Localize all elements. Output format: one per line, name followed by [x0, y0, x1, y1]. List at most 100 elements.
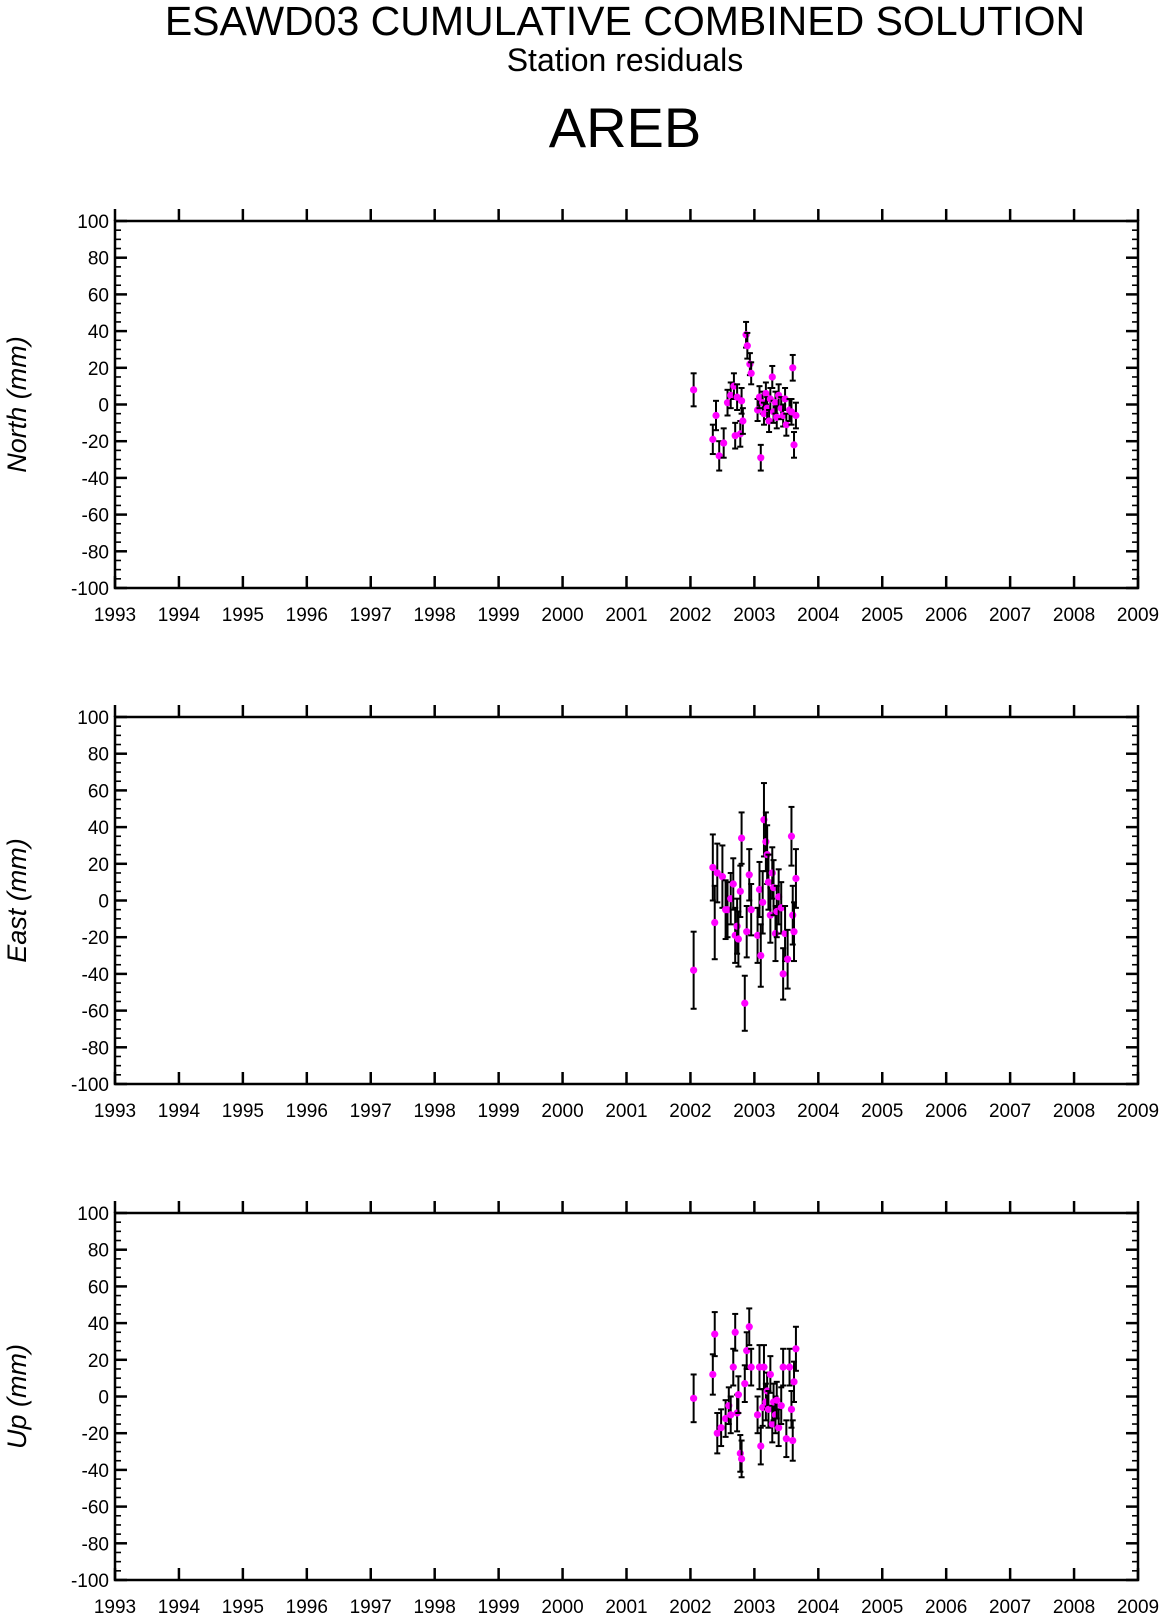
- y-tick-label: -60: [82, 1002, 109, 1023]
- data-point: [711, 918, 719, 927]
- x-tick-label: 1998: [414, 1597, 456, 1618]
- data-point: [790, 928, 798, 936]
- data-point: [733, 922, 741, 930]
- data-point: [741, 999, 749, 1007]
- x-tick-label: 1998: [414, 1101, 456, 1122]
- x-tick-label: 2004: [797, 1101, 840, 1122]
- y-tick-label: -40: [82, 965, 109, 986]
- y-tick-label: -60: [82, 1498, 109, 1519]
- y-tick-label: 40: [88, 818, 109, 839]
- y-tick-label: -40: [82, 469, 109, 490]
- x-tick-label: 1994: [158, 1597, 201, 1618]
- data-point: [790, 1378, 798, 1386]
- data-point: [789, 911, 797, 919]
- data-point: [747, 1363, 755, 1371]
- y-tick-label: 100: [77, 1204, 109, 1225]
- data-point: [764, 878, 773, 886]
- x-tick-label: 2008: [1053, 1101, 1095, 1122]
- chart-title: ESAWD03 CUMULATIVE COMBINED SOLUTION: [164, 0, 1086, 44]
- x-tick-label: 1995: [222, 605, 264, 626]
- y-axis-label: East (mm): [2, 838, 32, 963]
- y-tick-label: 20: [88, 855, 109, 876]
- y-axis-label: North (mm): [2, 336, 32, 473]
- data-point: [755, 885, 764, 894]
- y-tick-label: 0: [98, 1388, 109, 1409]
- data-point: [727, 391, 735, 399]
- y-tick-label: 60: [88, 781, 109, 802]
- data-point: [711, 1330, 719, 1338]
- y-tick-label: -100: [71, 1571, 109, 1592]
- x-tick-label: 2007: [989, 605, 1031, 626]
- data-point: [771, 929, 780, 938]
- data-point: [762, 389, 770, 398]
- x-tick-label: 2000: [541, 605, 583, 626]
- data-point: [743, 342, 751, 350]
- data-point: [690, 966, 698, 974]
- x-tick-label: 1999: [477, 605, 519, 626]
- data-point: [792, 1345, 800, 1353]
- data-point: [764, 1405, 773, 1413]
- data-point: [768, 869, 776, 877]
- data-point: [734, 935, 742, 943]
- data-point: [760, 410, 768, 418]
- plot-frame: [113, 1211, 1140, 1582]
- x-tick-label: 2008: [1053, 1597, 1095, 1618]
- x-tick-label: 2005: [861, 1597, 903, 1618]
- x-tick-label: 2001: [605, 605, 647, 626]
- x-tick-label: 2006: [925, 1597, 967, 1618]
- y-tick-label: -20: [82, 928, 109, 949]
- y-tick-label: 100: [77, 708, 109, 729]
- station-name: AREB: [548, 96, 702, 159]
- y-tick-label: 40: [88, 1314, 109, 1335]
- data-point: [720, 439, 728, 447]
- data-point: [723, 906, 732, 914]
- data-point: [743, 928, 751, 936]
- data-point: [773, 1396, 781, 1404]
- x-tick-label: 2007: [989, 1597, 1031, 1618]
- x-tick-label: 1995: [222, 1101, 264, 1122]
- x-tick-label: 2006: [925, 1101, 967, 1122]
- y-tick-label: -80: [82, 1534, 109, 1555]
- y-tick-label: 20: [88, 359, 109, 380]
- data-point: [745, 871, 753, 879]
- x-tick-label: 2007: [989, 1101, 1031, 1122]
- data-point: [771, 399, 780, 407]
- data-point: [747, 906, 755, 914]
- data-point: [723, 399, 732, 407]
- data-point: [727, 1411, 735, 1419]
- data-point: [790, 441, 798, 449]
- y-tick-label: -80: [82, 1038, 109, 1059]
- x-tick-label: 2009: [1117, 1101, 1159, 1122]
- y-tick-label: -100: [71, 579, 109, 600]
- y-tick-label: 20: [88, 1351, 109, 1372]
- data-point: [781, 395, 789, 403]
- x-tick-label: 1998: [414, 605, 456, 626]
- x-tick-label: 1999: [477, 1101, 519, 1122]
- panel-2: 1993 1994 1995 1996 1997 1998 1999 2000 2001 2002…: [2, 705, 1159, 1122]
- y-tick-label: -40: [82, 1461, 109, 1482]
- x-tick-label: 2002: [669, 1597, 711, 1618]
- x-tick-label: 1997: [350, 1101, 392, 1122]
- data-point: [690, 386, 698, 394]
- panel-3: 1993 1994 1995 1996 1997 1998 1999 2000 2001 2002…: [2, 1201, 1159, 1618]
- data-point: [757, 951, 765, 960]
- y-tick-label: 0: [98, 396, 109, 417]
- data-point: [741, 1380, 749, 1388]
- data-point: [775, 1424, 783, 1432]
- data-point: [755, 393, 764, 401]
- data-point: [713, 869, 721, 877]
- x-tick-label: 1994: [158, 1101, 201, 1122]
- y-tick-label: 0: [98, 892, 109, 913]
- plot-frame: [113, 219, 1140, 590]
- panel-1: 1993 1994 1995 1996 1997 1998 1999 2000 2001 2002…: [2, 209, 1159, 626]
- data-point: [787, 832, 796, 840]
- data-point: [768, 1420, 776, 1428]
- data-point: [709, 863, 717, 872]
- x-tick-label: 2005: [861, 1101, 903, 1122]
- data-point: [784, 955, 792, 963]
- y-tick-label: -20: [82, 1424, 109, 1445]
- x-tick-label: 1996: [286, 1101, 328, 1122]
- data-point: [762, 838, 770, 846]
- data-point: [753, 1411, 762, 1419]
